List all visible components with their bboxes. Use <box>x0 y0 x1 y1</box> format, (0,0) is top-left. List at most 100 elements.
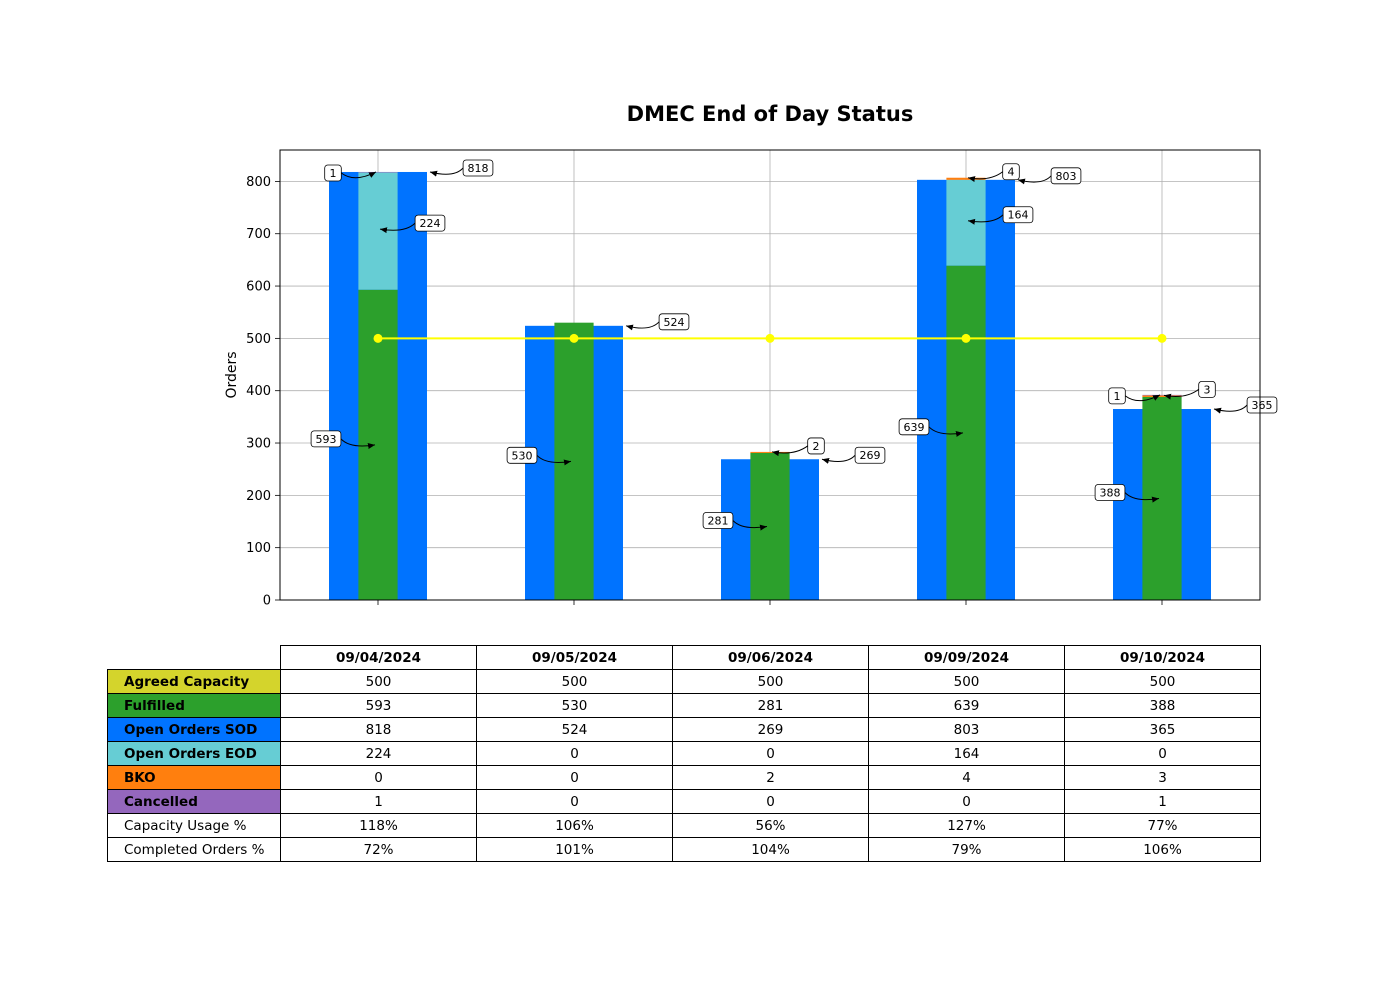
capacity-line <box>373 333 1167 343</box>
annotation-box <box>1108 387 1126 405</box>
annotation-text: 818 <box>468 162 489 175</box>
annotation-arrow <box>536 454 572 466</box>
table-row: Agreed Capacity 500 500 500 500 500 <box>107 669 1261 694</box>
annotation-fulfilled: 530 <box>506 446 572 466</box>
data-table: 09/04/2024 09/05/2024 09/06/2024 09/09/2024… <box>107 645 1261 862</box>
table-cell: 388 <box>1064 693 1261 718</box>
annotation-text: 524 <box>664 316 685 329</box>
table-cell: 0 <box>476 765 673 790</box>
table-row-label: Open Orders EOD <box>107 741 281 766</box>
table-row: Capacity Usage % 118% 106% 56% 127% 77% <box>107 813 1261 838</box>
annotation-arrow <box>821 454 856 464</box>
table-row-label: Capacity Usage % <box>107 813 281 838</box>
table-row-label: Agreed Capacity <box>107 669 281 694</box>
annotation-arrow <box>1017 175 1052 185</box>
annotation-text: 639 <box>904 421 925 434</box>
table-cell: 530 <box>476 693 673 718</box>
annotation-text: 2 <box>813 440 820 453</box>
annotation-box <box>898 418 930 436</box>
annotation-box <box>1002 163 1020 181</box>
table-cell: 0 <box>868 789 1065 814</box>
annotation-bko: 4 <box>967 163 1020 182</box>
annotation-text: 1 <box>1114 390 1121 403</box>
table-cell: 0 <box>280 765 477 790</box>
annotation-box <box>506 446 538 464</box>
table-column-header: 09/06/2024 <box>672 645 869 670</box>
annotation-open-orders-eod: 224 <box>379 214 446 234</box>
y-tick-label: 0 <box>263 594 271 609</box>
table-cell: 0 <box>476 789 673 814</box>
annotation-open-orders-eod: 164 <box>967 206 1034 225</box>
annotation-text: 1 <box>330 167 337 180</box>
annotation-open-orders-sod: 818 <box>429 159 494 177</box>
table-column-header: 09/04/2024 <box>280 645 477 670</box>
annotation-cancelled: 1 <box>1108 387 1161 405</box>
annotation-open-orders-sod: 803 <box>1017 167 1082 185</box>
y-tick-label: 500 <box>246 332 271 347</box>
annotation-box <box>1002 206 1034 224</box>
annotation-text: 4 <box>1008 166 1015 179</box>
bar-bko <box>1142 395 1182 397</box>
annotation-fulfilled: 388 <box>1094 484 1160 503</box>
annotation-box <box>1246 396 1278 414</box>
table-cell: 2 <box>672 765 869 790</box>
annotation-text: 593 <box>316 433 337 446</box>
capacity-point <box>1157 333 1167 343</box>
annotation-arrow <box>340 438 376 449</box>
capacity-point <box>961 333 971 343</box>
table-column-header: 09/10/2024 <box>1064 645 1261 670</box>
annotations: 593 818 224 1 530 524 281 269 2 639 803 164 4 388 365 3… <box>310 159 1278 531</box>
table-cell: 524 <box>476 717 673 742</box>
annotation-fulfilled: 639 <box>898 418 964 437</box>
table-row-label: Cancelled <box>107 789 281 814</box>
capacity-point <box>569 333 579 343</box>
table-cell: 101% <box>476 837 673 862</box>
bars <box>329 171 1211 601</box>
table-body: Agreed Capacity 500 500 500 500 500 Fulfilled 5… <box>107 669 1261 862</box>
annotation-arrow <box>1213 404 1248 414</box>
bar-bko <box>750 451 790 453</box>
annotation-box <box>324 164 342 182</box>
table-row: Cancelled 1 0 0 0 1 <box>107 789 1261 814</box>
annotation-box <box>310 430 342 448</box>
table-cell: 500 <box>280 669 477 694</box>
table-column-header: 09/09/2024 <box>868 645 1065 670</box>
bar-fulfilled <box>750 452 790 600</box>
table-cell: 72% <box>280 837 477 862</box>
table-row: Open Orders EOD 224 0 0 164 0 <box>107 741 1261 766</box>
y-tick-label: 400 <box>246 384 271 399</box>
annotation-box <box>462 159 494 177</box>
table-row-label: BKO <box>107 765 281 790</box>
table-row-label: Fulfilled <box>107 693 281 718</box>
table-cell: 0 <box>672 741 869 766</box>
table-cell: 500 <box>868 669 1065 694</box>
annotation-bko: 3 <box>1163 381 1216 400</box>
annotation-open-orders-sod: 524 <box>625 313 690 331</box>
annotation-box <box>658 313 690 331</box>
bar-fulfilled <box>946 265 986 600</box>
table-row-label: Completed Orders % <box>107 837 281 862</box>
table-cell: 0 <box>1064 741 1261 766</box>
annotation-box <box>702 512 734 529</box>
annotation-cancelled: 1 <box>324 164 377 182</box>
table-row-label: Open Orders SOD <box>107 717 281 742</box>
annotation-text: 224 <box>420 217 441 230</box>
annotation-box <box>414 214 446 232</box>
annotation-box <box>1050 167 1082 185</box>
bar-open-orders-eod <box>946 179 986 266</box>
table-cell: 0 <box>672 789 869 814</box>
table-cell: 56% <box>672 813 869 838</box>
annotation-arrow <box>1163 389 1200 400</box>
table-cell: 500 <box>1064 669 1261 694</box>
table-cell: 106% <box>1064 837 1261 862</box>
table-cell: 639 <box>868 693 1065 718</box>
annotation-arrow <box>771 445 808 457</box>
annotation-text: 3 <box>1204 383 1211 396</box>
annotation-text: 164 <box>1008 209 1029 222</box>
table-cell: 365 <box>1064 717 1261 742</box>
annotation-arrow <box>340 171 377 179</box>
bar-cancelled <box>358 171 398 173</box>
table-cell: 79% <box>868 837 1065 862</box>
bar-fulfilled <box>1142 396 1182 600</box>
table-cell: 127% <box>868 813 1065 838</box>
